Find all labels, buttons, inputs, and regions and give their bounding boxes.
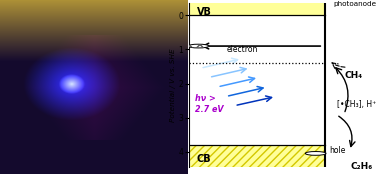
Text: electron: electron [226, 45, 258, 54]
Text: C₂H₆: C₂H₆ [350, 162, 372, 171]
Text: hole: hole [329, 147, 345, 155]
Y-axis label: Potential / V vs. SHE: Potential / V vs. SHE [170, 48, 176, 122]
Text: VB: VB [197, 7, 211, 17]
Circle shape [188, 44, 209, 48]
Text: CH₄: CH₄ [345, 71, 363, 80]
Bar [189, 3, 325, 15]
Text: WO₃
photoanode: WO₃ photoanode [333, 0, 376, 7]
Circle shape [305, 152, 326, 155]
Text: hν >
2.7 eV: hν > 2.7 eV [195, 94, 223, 114]
Text: CB: CB [197, 154, 211, 164]
Bar [189, 145, 325, 167]
Bar [189, 15, 325, 145]
Bar [189, 145, 325, 167]
Text: [•CH₃], H⁺: [•CH₃], H⁺ [337, 100, 376, 109]
